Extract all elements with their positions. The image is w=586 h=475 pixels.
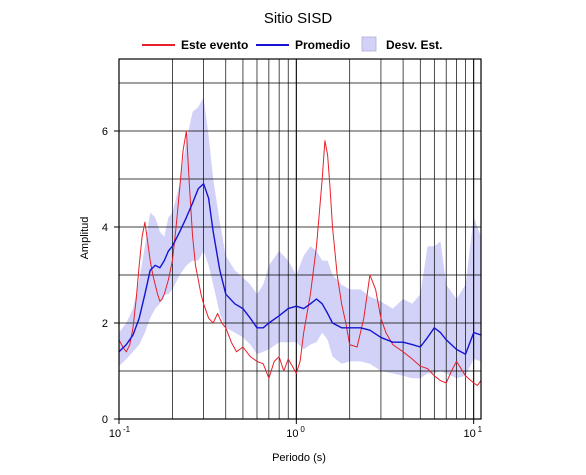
x-axis-ticks: 10 -1 10 0 10 1 <box>109 419 483 440</box>
legend-label-promedio: Promedio <box>295 38 350 52</box>
series-line-promedio <box>118 183 482 355</box>
legend-label-desv-est: Desv. Est. <box>386 38 442 52</box>
x-axis-label: Periodo (s) <box>272 452 326 464</box>
series-line-este-evento <box>118 130 482 386</box>
legend-swatch-desv-est <box>361 36 377 52</box>
x-tick-exponent: 1 <box>478 425 483 434</box>
series-layer <box>118 130 482 386</box>
grid <box>119 59 481 419</box>
plot-frame <box>118 58 482 420</box>
legend-label-este-evento: Este evento <box>181 38 248 52</box>
x-tick-exponent: 0 <box>300 425 305 434</box>
chart-title: Sitio SISD <box>264 10 333 27</box>
x-tick-label: 10 <box>464 428 476 440</box>
legend: Este evento Promedio Desv. Est. <box>142 36 442 52</box>
x-tick-label: 10 <box>109 428 121 440</box>
std-dev-band <box>119 97 481 379</box>
y-axis-ticks: 0 2 4 6 <box>102 126 119 426</box>
x-tick-label: 10 <box>286 428 298 440</box>
x-tick-exponent: -1 <box>123 425 131 434</box>
y-tick-label: 2 <box>102 318 108 330</box>
y-tick-label: 0 <box>102 414 108 426</box>
std-dev-band-layer <box>119 97 481 379</box>
y-tick-label: 6 <box>102 126 108 138</box>
y-axis-label: Amplitud <box>79 217 91 260</box>
y-tick-label: 4 <box>102 222 108 234</box>
